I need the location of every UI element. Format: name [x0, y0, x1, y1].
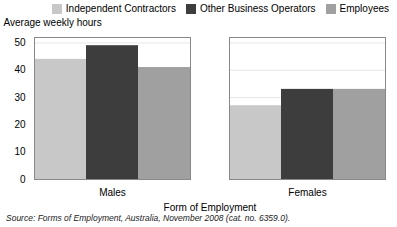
- svg-text:Males: Males: [99, 187, 126, 198]
- svg-text:20: 20: [14, 119, 26, 130]
- svg-text:50: 50: [14, 37, 26, 48]
- html-text:Independent Contractors: Independent Contractors: [65, 3, 176, 14]
- html-text:Employees: Employees: [339, 3, 389, 14]
- svg-text:30: 30: [14, 92, 26, 103]
- svg-text:0: 0: [20, 174, 26, 185]
- svg-text:Form of Employment: Form of Employment: [164, 202, 257, 213]
- svg-text:Females: Females: [288, 187, 326, 198]
- svg-text:10: 10: [14, 146, 26, 157]
- svg-text:Average weekly hours: Average weekly hours: [4, 17, 102, 28]
- html-text:Other Business Operators: Other Business Operators: [199, 3, 316, 14]
- html-text:Source: Forms of Employment, A: Source: Forms of Employment, Australia, …: [6, 213, 291, 223]
- svg-text:40: 40: [14, 64, 26, 75]
